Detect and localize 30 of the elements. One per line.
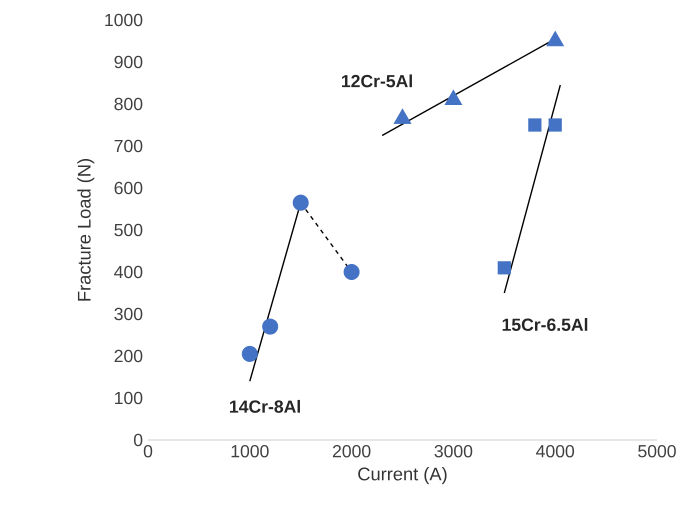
- y-tick-label: 900: [114, 56, 142, 68]
- y-axis-title: Fracture Load (N): [77, 159, 94, 301]
- y-tick-label: 700: [114, 140, 142, 152]
- point: [344, 264, 360, 280]
- x-tick-label: 0: [144, 444, 152, 458]
- x-tick-label: 5000: [638, 444, 676, 458]
- point: [394, 108, 412, 124]
- point: [546, 30, 564, 46]
- y-tick-label: 800: [114, 98, 142, 110]
- y-tick-label: 0: [134, 434, 142, 446]
- y-tick-label: 1000: [105, 14, 142, 26]
- y-tick-label: 100: [115, 392, 142, 404]
- y-tick-label: 500: [114, 224, 142, 236]
- x-tick-label: 4000: [536, 444, 574, 458]
- y-tick-label: 600: [114, 182, 142, 194]
- text: 15Cr-6.5Al: [502, 318, 588, 331]
- point: [444, 90, 462, 105]
- y-tick-label: 400: [114, 266, 142, 278]
- point: [292, 194, 309, 211]
- x-tick-label: 3000: [434, 444, 472, 458]
- x-tick-label: 1000: [232, 444, 269, 458]
- point: [498, 261, 511, 274]
- point: [262, 318, 278, 335]
- y-tick-label: 300: [114, 308, 142, 320]
- point: [242, 346, 258, 362]
- x-axis-title: Current (A): [358, 467, 447, 484]
- y-tick-label: 200: [114, 350, 142, 362]
- series-label: 12Cr-5Al: [342, 74, 412, 88]
- text: 14Cr-8Al: [230, 400, 300, 413]
- x-tick-label: 2000: [332, 444, 370, 458]
